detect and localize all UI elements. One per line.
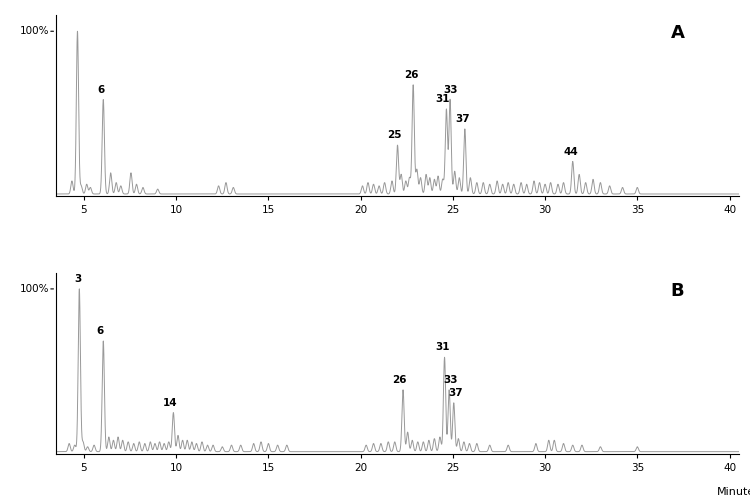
- Text: 100%: 100%: [20, 26, 50, 36]
- Text: 14: 14: [163, 398, 177, 408]
- Text: 37: 37: [456, 114, 470, 124]
- Text: B: B: [670, 282, 684, 300]
- Text: 31: 31: [436, 342, 450, 352]
- Text: 25: 25: [387, 130, 401, 140]
- Text: 33: 33: [442, 375, 458, 385]
- X-axis label: Minutes: Minutes: [717, 487, 750, 497]
- Text: 26: 26: [392, 375, 407, 385]
- Text: 31: 31: [435, 94, 449, 104]
- Text: 6: 6: [96, 326, 104, 336]
- Text: 37: 37: [448, 388, 463, 398]
- Text: 33: 33: [444, 85, 458, 95]
- Text: 3: 3: [74, 274, 81, 284]
- Text: 100%: 100%: [20, 284, 50, 294]
- Text: 26: 26: [404, 70, 418, 80]
- Text: 6: 6: [97, 85, 104, 95]
- Text: A: A: [670, 24, 684, 42]
- Text: 44: 44: [563, 147, 578, 157]
